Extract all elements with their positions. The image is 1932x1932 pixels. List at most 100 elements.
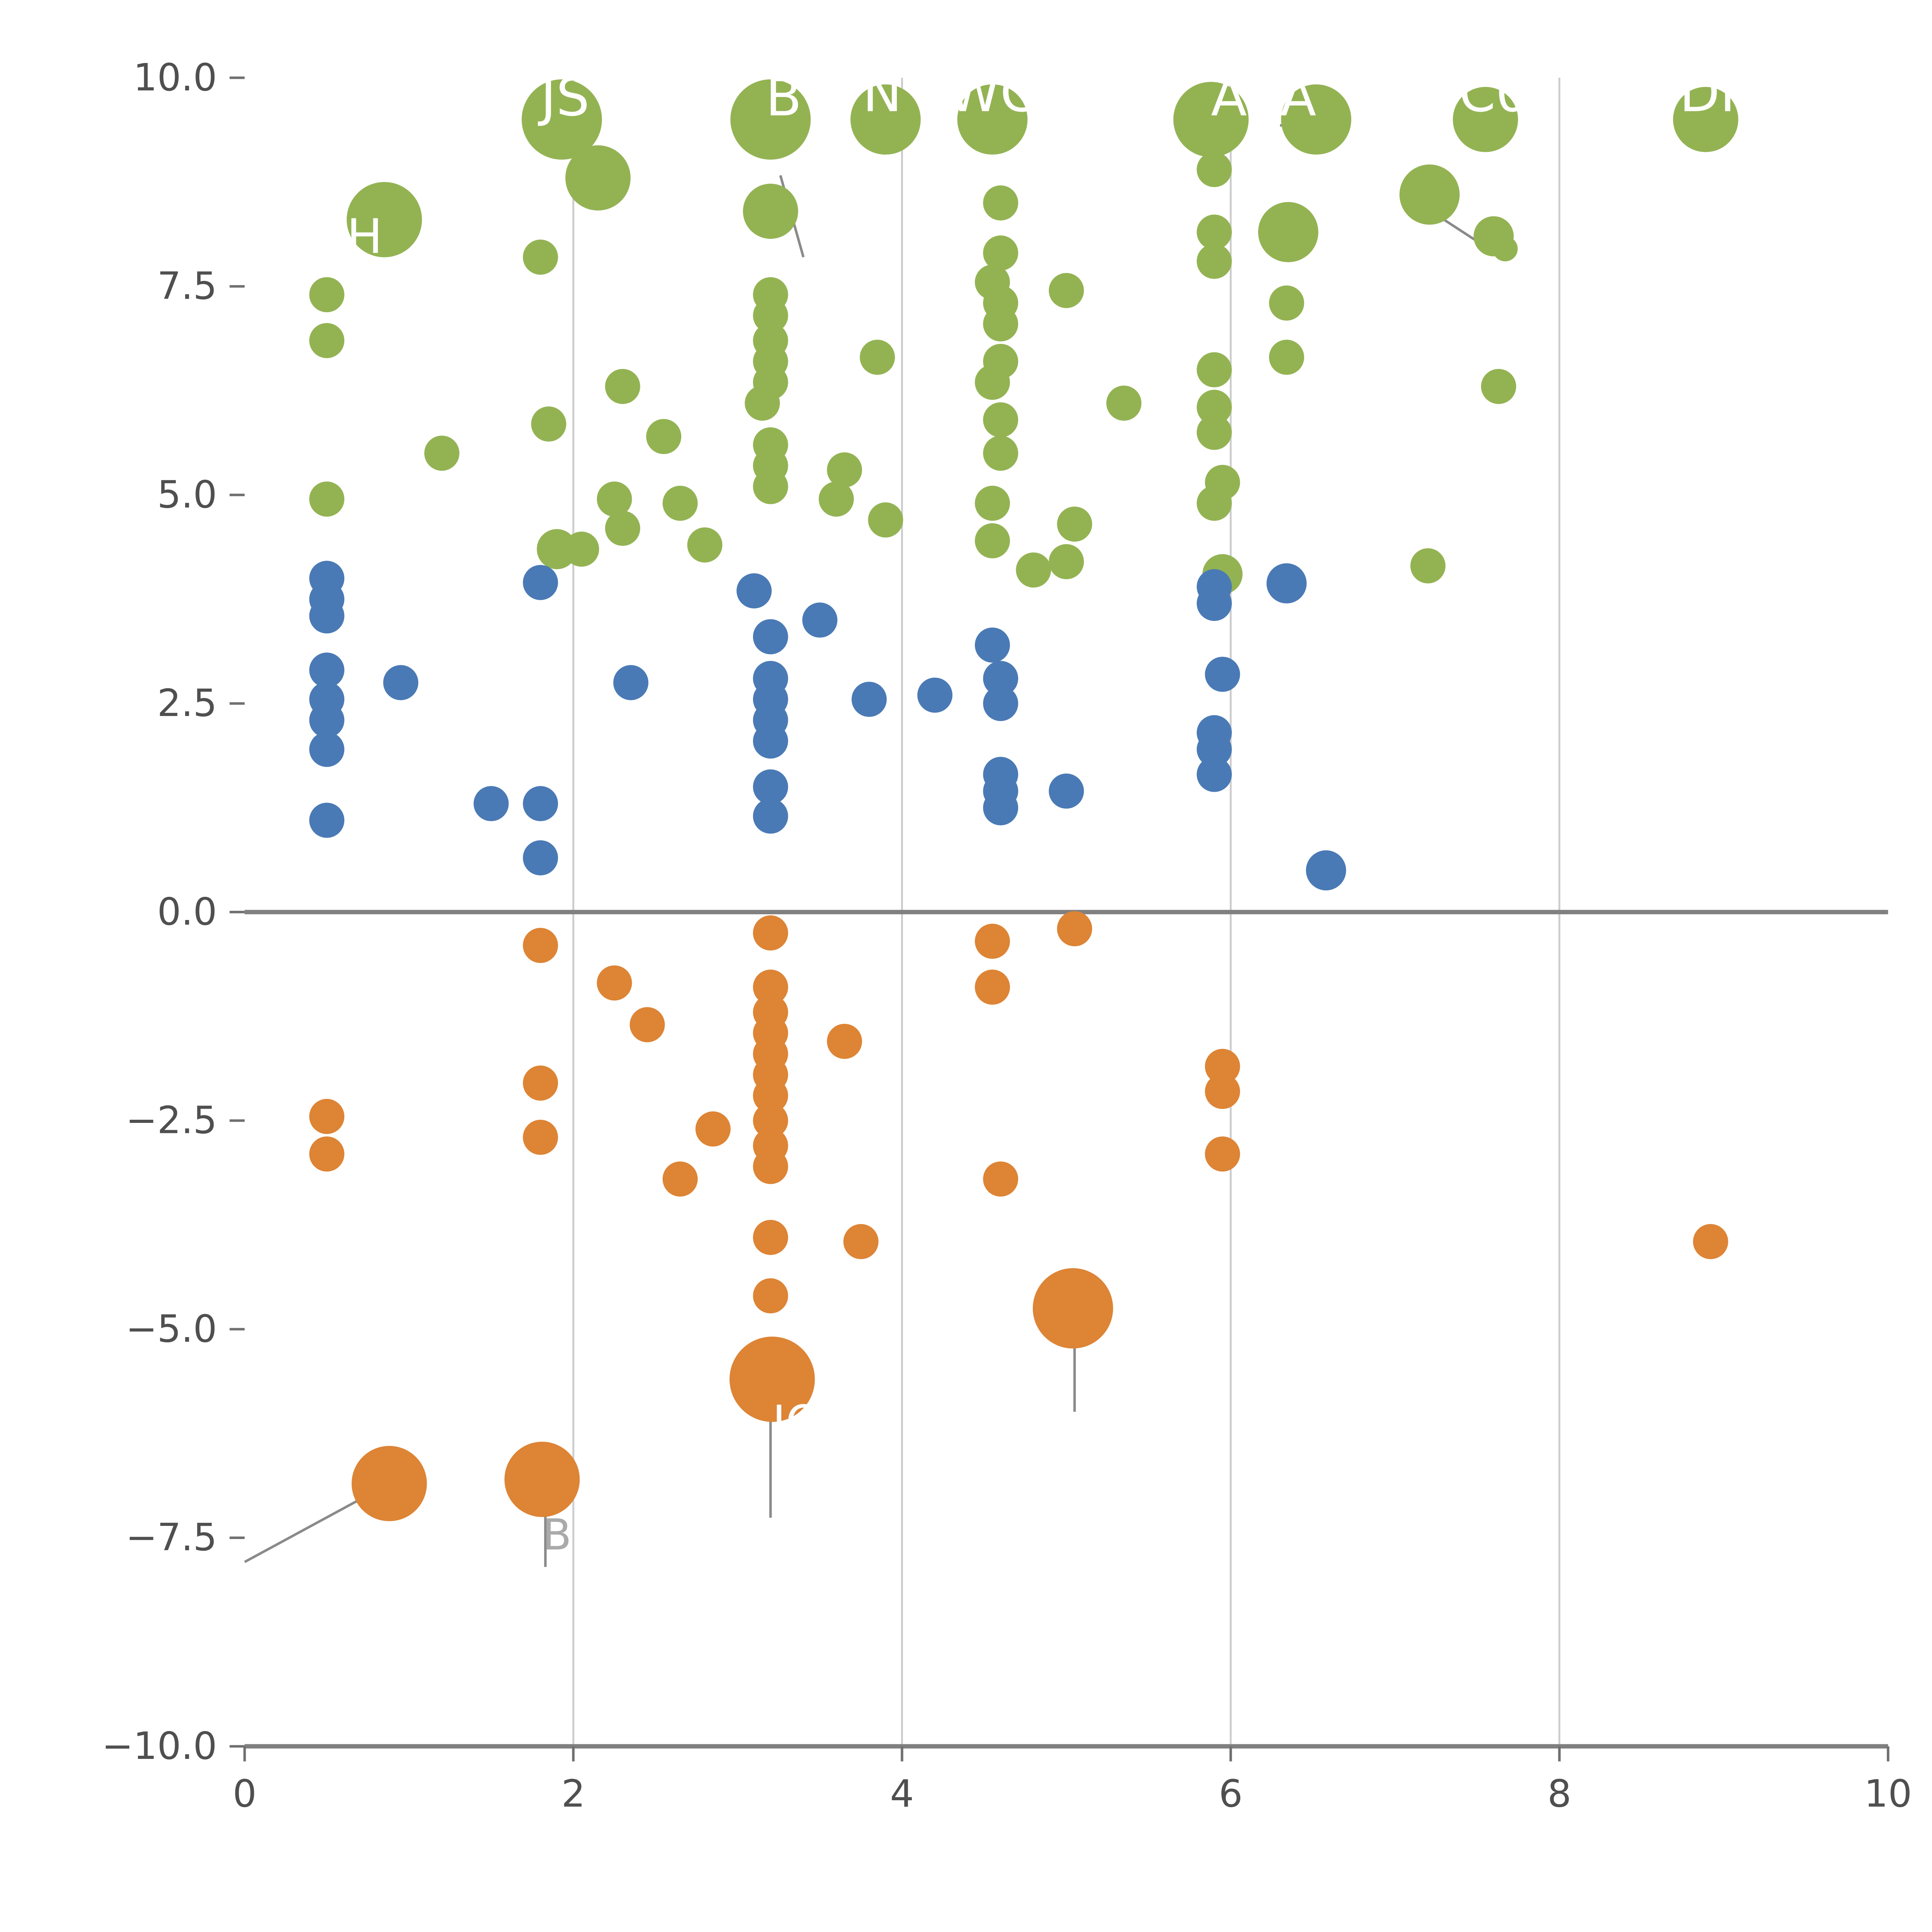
data-point-orange-negative	[523, 928, 558, 963]
data-point-orange-negative	[753, 915, 788, 951]
data-point-green-positive-high	[1258, 202, 1318, 262]
data-point-orange-negative	[753, 1149, 788, 1184]
data-point-green-positive-high	[957, 84, 1028, 155]
data-point-green-positive-high	[1452, 87, 1518, 152]
bubble-label: 4C0	[1425, 63, 1529, 124]
data-point-orange-negative	[1057, 911, 1092, 947]
y-tick-label: −7.5	[126, 1515, 217, 1559]
data-point-green-positive-high	[1173, 82, 1249, 157]
data-point-green-positive-high	[983, 185, 1019, 221]
data-point-blue-positive-low	[309, 731, 345, 767]
data-point-orange-negative	[309, 1099, 345, 1134]
bubble-label: H	[347, 209, 383, 265]
data-point-green-positive-high	[605, 369, 640, 404]
data-point-orange-negative	[753, 1078, 788, 1113]
data-point-orange-negative	[309, 1136, 345, 1172]
data-point-green-positive-high	[753, 298, 788, 333]
data-point-orange-negative	[827, 1024, 862, 1059]
data-point-blue-positive-low	[983, 790, 1019, 825]
bubble-label: N	[862, 63, 902, 124]
data-point-orange-negative	[1693, 1224, 1728, 1259]
data-point-green-positive-high	[827, 452, 862, 488]
data-point-green-positive-high	[1481, 369, 1516, 404]
data-point-orange-negative	[523, 1119, 558, 1155]
data-point-blue-positive-low	[753, 769, 788, 804]
data-point-green-positive-high	[646, 419, 682, 454]
data-point-orange-negative	[975, 923, 1010, 959]
data-point-orange-negative	[629, 1007, 665, 1043]
data-point-blue-positive-low	[523, 565, 558, 600]
y-tick-label: 5.0	[157, 473, 217, 516]
data-point-orange-negative	[983, 1161, 1019, 1197]
bubble-label: IO	[772, 1396, 821, 1449]
data-point-green-positive-high	[564, 531, 599, 567]
data-point-green-positive-high	[523, 240, 558, 275]
data-point-green-positive-high	[424, 435, 459, 471]
data-point-green-positive-high	[1673, 87, 1738, 152]
y-tick-label: 0.0	[157, 890, 217, 934]
data-point-green-positive-high	[347, 182, 422, 257]
y-tick-label: −10.0	[102, 1724, 217, 1768]
data-point-orange-negative	[352, 1446, 427, 1521]
data-point-orange-negative	[753, 1278, 788, 1314]
data-point-green-positive-high	[537, 529, 577, 570]
bubble-label: DP	[1679, 63, 1752, 124]
data-point-blue-positive-low	[1205, 656, 1240, 692]
data-point-green-positive-high	[983, 306, 1019, 342]
data-point-green-positive-high	[1197, 485, 1232, 521]
data-point-green-positive-high	[1269, 285, 1304, 321]
data-point-blue-positive-low	[1197, 757, 1232, 792]
data-point-green-positive-high	[730, 79, 811, 160]
data-point-green-positive-high	[597, 481, 632, 517]
data-point-blue-positive-low	[309, 702, 345, 738]
data-point-green-positive-high	[745, 385, 780, 421]
bubble-label: WC	[948, 63, 1037, 124]
data-point-orange-negative	[843, 1224, 879, 1259]
data-point-orange-negative	[597, 965, 632, 1001]
bubble-label: AEA	[1211, 66, 1316, 128]
data-point-green-positive-high	[1410, 548, 1446, 583]
x-tick-label: 4	[890, 1772, 914, 1815]
data-point-green-positive-high	[753, 469, 788, 504]
data-point-green-positive-high	[1281, 84, 1352, 155]
data-point-blue-positive-low	[802, 602, 838, 638]
data-point-green-positive-high	[309, 277, 345, 313]
data-point-blue-positive-low	[523, 786, 558, 821]
data-point-orange-negative	[975, 969, 1010, 1005]
data-point-green-positive-high	[565, 145, 631, 211]
data-point-green-positive-high	[309, 323, 345, 358]
data-point-orange-negative	[1205, 1049, 1240, 1084]
data-point-orange-negative	[753, 1219, 788, 1255]
data-point-green-positive-high	[1016, 552, 1051, 588]
x-tick-label: 8	[1548, 1772, 1571, 1815]
data-point-green-positive-high	[983, 235, 1019, 271]
data-point-green-positive-high	[1106, 385, 1142, 421]
data-point-green-positive-high	[1197, 243, 1232, 279]
data-point-blue-positive-low	[1266, 563, 1307, 604]
x-tick-label: 2	[561, 1772, 585, 1815]
data-point-blue-positive-low	[1306, 850, 1346, 891]
data-point-green-positive-high	[1049, 544, 1084, 580]
data-point-green-positive-high	[818, 481, 854, 517]
data-point-orange-negative	[504, 1442, 580, 1517]
y-tick-label: 2.5	[157, 681, 217, 725]
data-point-green-positive-high	[860, 340, 895, 375]
data-point-blue-positive-low	[1197, 731, 1232, 767]
data-point-green-positive-high	[983, 402, 1019, 437]
data-point-green-positive-high	[662, 485, 698, 521]
data-point-blue-positive-low	[1197, 586, 1232, 621]
data-point-blue-positive-low	[983, 661, 1019, 696]
data-point-green-positive-high	[1197, 152, 1232, 187]
y-tick-label: −5.0	[126, 1307, 217, 1350]
x-tick-label: 10	[1864, 1772, 1912, 1815]
data-point-orange-negative	[1032, 1268, 1113, 1349]
data-point-green-positive-high	[1269, 340, 1304, 375]
data-point-orange-negative	[695, 1111, 731, 1147]
data-point-blue-positive-low	[975, 628, 1010, 663]
data-point-green-positive-high	[975, 523, 1010, 559]
data-point-blue-positive-low	[523, 840, 558, 876]
data-point-green-positive-high	[868, 502, 903, 538]
data-point-green-positive-high	[687, 527, 723, 563]
data-point-green-positive-high	[1197, 352, 1232, 388]
